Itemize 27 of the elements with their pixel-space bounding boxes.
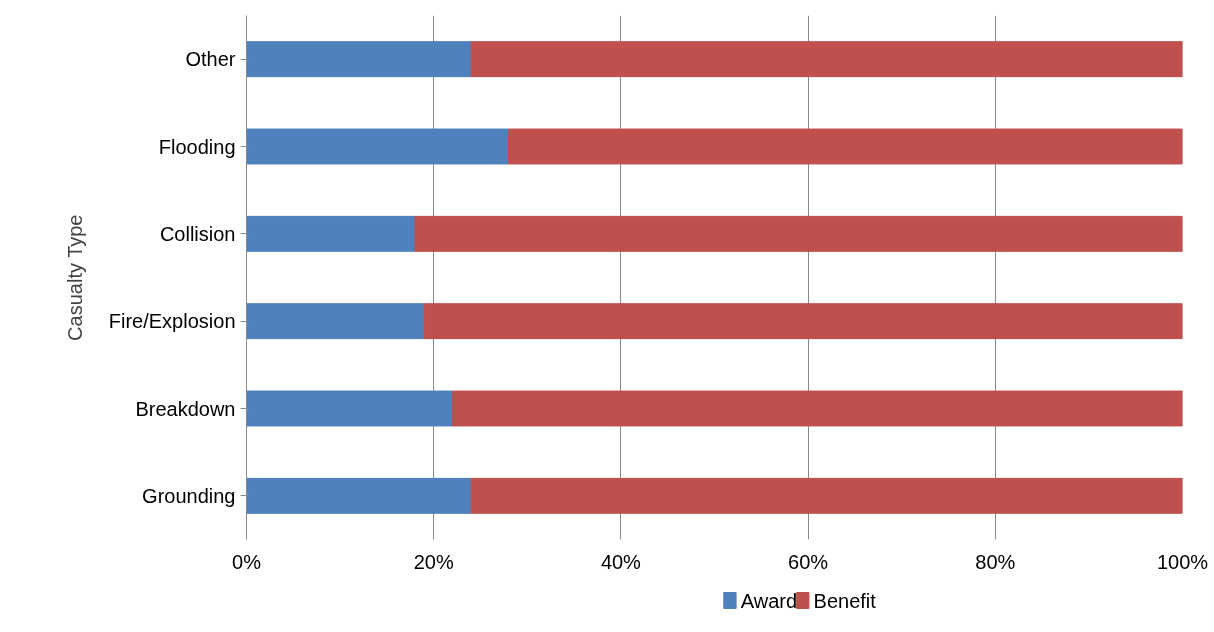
y-tick-label: Flooding xyxy=(158,135,236,158)
legend-label: Benefit xyxy=(813,589,877,612)
bar xyxy=(246,390,453,427)
bar xyxy=(246,41,472,78)
bar xyxy=(246,215,416,252)
x-tick-label: 20% xyxy=(413,550,454,573)
x-tick-label: 100% xyxy=(1156,550,1209,573)
bar xyxy=(508,128,1183,165)
x-tick-label: 80% xyxy=(975,550,1016,573)
bar xyxy=(451,390,1183,427)
x-tick-label: 0% xyxy=(232,550,262,573)
y-tick-label: Collision xyxy=(159,222,236,245)
y-tick-label: Grounding xyxy=(142,484,236,507)
y-tick-label: Other xyxy=(185,48,236,71)
bar xyxy=(423,303,1183,340)
bar xyxy=(470,41,1183,78)
bar xyxy=(246,477,472,514)
bar xyxy=(414,215,1183,252)
bar xyxy=(246,303,425,340)
x-tick-label: 60% xyxy=(788,550,829,573)
y-tick-label: Breakdown xyxy=(135,397,236,420)
bar xyxy=(246,128,510,165)
y-tick-label: Fire/Explosion xyxy=(108,310,236,333)
y-axis-title: Casualty Type xyxy=(63,214,86,341)
bar xyxy=(470,477,1183,514)
x-tick-label: 40% xyxy=(600,550,642,573)
legend-label: Award xyxy=(740,589,798,612)
